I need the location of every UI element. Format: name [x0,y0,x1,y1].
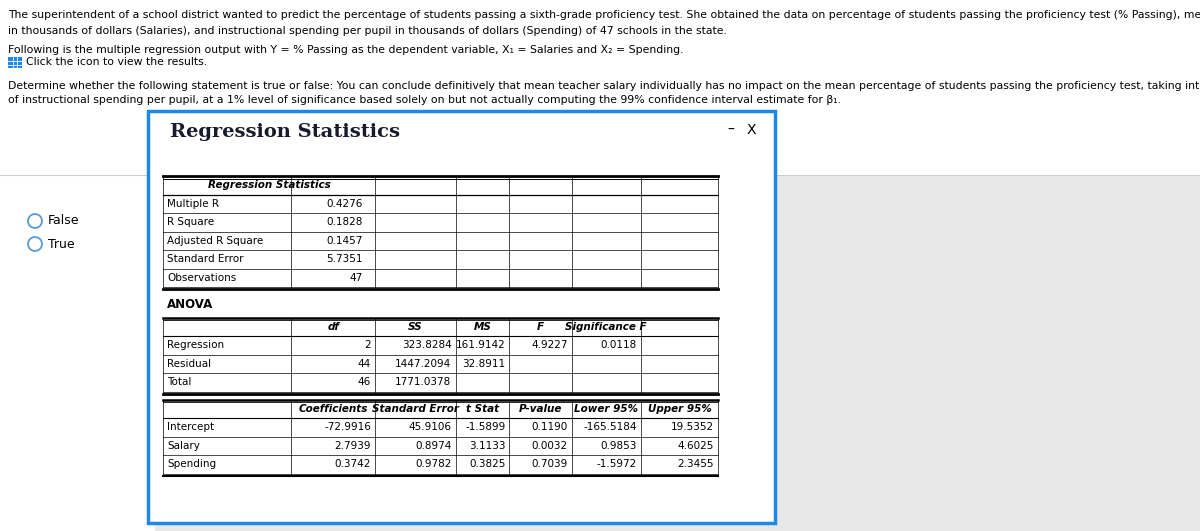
Text: -165.5184: -165.5184 [583,422,637,432]
Text: 0.1190: 0.1190 [532,422,568,432]
Text: 0.9782: 0.9782 [415,459,451,469]
Text: Spending: Spending [167,459,216,469]
Text: 1771.0378: 1771.0378 [395,377,451,387]
Text: Regression Statistics: Regression Statistics [208,180,330,190]
Text: 0.1457: 0.1457 [326,236,362,246]
Text: Adjusted R Square: Adjusted R Square [167,236,263,246]
Text: False: False [48,215,79,227]
Bar [0,0,1200,175]
Text: 0.3742: 0.3742 [335,459,371,469]
Text: 47: 47 [349,273,362,282]
Text: 45.9106: 45.9106 [408,422,451,432]
Text: 0.8974: 0.8974 [415,441,451,451]
Text: 0.9853: 0.9853 [600,441,637,451]
Text: True: True [48,237,74,251]
Text: Lower 95%: Lower 95% [575,404,638,414]
Text: 0.0032: 0.0032 [532,441,568,451]
Text: 0.7039: 0.7039 [532,459,568,469]
Text: R Square: R Square [167,217,214,227]
Text: 2.7939: 2.7939 [335,441,371,451]
Text: Standard Error: Standard Error [372,404,458,414]
Text: 161.9142: 161.9142 [456,340,505,350]
Text: 32.8911: 32.8911 [462,359,505,369]
Text: Observations: Observations [167,273,236,282]
Bar [8,57,22,68]
Text: 0.4276: 0.4276 [326,199,362,209]
Text: MS: MS [474,322,491,332]
Text: 1447.2094: 1447.2094 [395,359,451,369]
Text: 4.6025: 4.6025 [678,441,714,451]
Text: Multiple R: Multiple R [167,199,220,209]
Text: Salary: Salary [167,441,200,451]
Text: 0.3825: 0.3825 [469,459,505,469]
Text: F: F [538,322,544,332]
Text: 4.9227: 4.9227 [532,340,568,350]
Text: Upper 95%: Upper 95% [648,404,712,414]
Text: The superintendent of a school district wanted to predict the percentage of stud: The superintendent of a school district … [8,10,1200,20]
Text: Total: Total [167,377,191,387]
Text: 2.3455: 2.3455 [678,459,714,469]
Text: of instructional spending per pupil, at a 1% level of significance based solely : of instructional spending per pupil, at … [8,95,841,105]
Bar [0,175,155,531]
Text: 44: 44 [358,359,371,369]
Text: P-value: P-value [518,404,563,414]
Text: SS: SS [408,322,422,332]
Text: Click the icon to view the results.: Click the icon to view the results. [26,57,208,67]
FancyBboxPatch shape [148,111,775,523]
Text: df: df [328,322,340,332]
Text: 2: 2 [365,340,371,350]
Text: 0.0118: 0.0118 [600,340,637,350]
Text: in thousands of dollars (Salaries), and instructional spending per pupil in thou: in thousands of dollars (Salaries), and … [8,26,727,36]
Text: -1.5899: -1.5899 [466,422,505,432]
Text: Significance F: Significance F [565,322,647,332]
Text: –: – [727,123,734,137]
Text: Standard Error: Standard Error [167,254,244,264]
Text: -72.9916: -72.9916 [324,422,371,432]
Text: -1.5972: -1.5972 [596,459,637,469]
Text: ANOVA: ANOVA [167,298,214,311]
Text: 3.1133: 3.1133 [469,441,505,451]
Text: Regression: Regression [167,340,224,350]
Text: 5.7351: 5.7351 [326,254,362,264]
Text: Following is the multiple regression output with Y = % Passing as the dependent : Following is the multiple regression out… [8,45,684,55]
Text: Determine whether the following statement is true or false: You can conclude def: Determine whether the following statemen… [8,81,1200,91]
Text: 323.8284: 323.8284 [402,340,451,350]
Text: 19.5352: 19.5352 [671,422,714,432]
Text: Regression Statistics: Regression Statistics [170,123,400,141]
Text: Residual: Residual [167,359,211,369]
Text: t Stat: t Stat [466,404,499,414]
Text: Intercept: Intercept [167,422,214,432]
Text: Coefficients: Coefficients [299,404,368,414]
Text: X: X [746,123,756,137]
Text: 46: 46 [358,377,371,387]
Text: 0.1828: 0.1828 [326,217,362,227]
